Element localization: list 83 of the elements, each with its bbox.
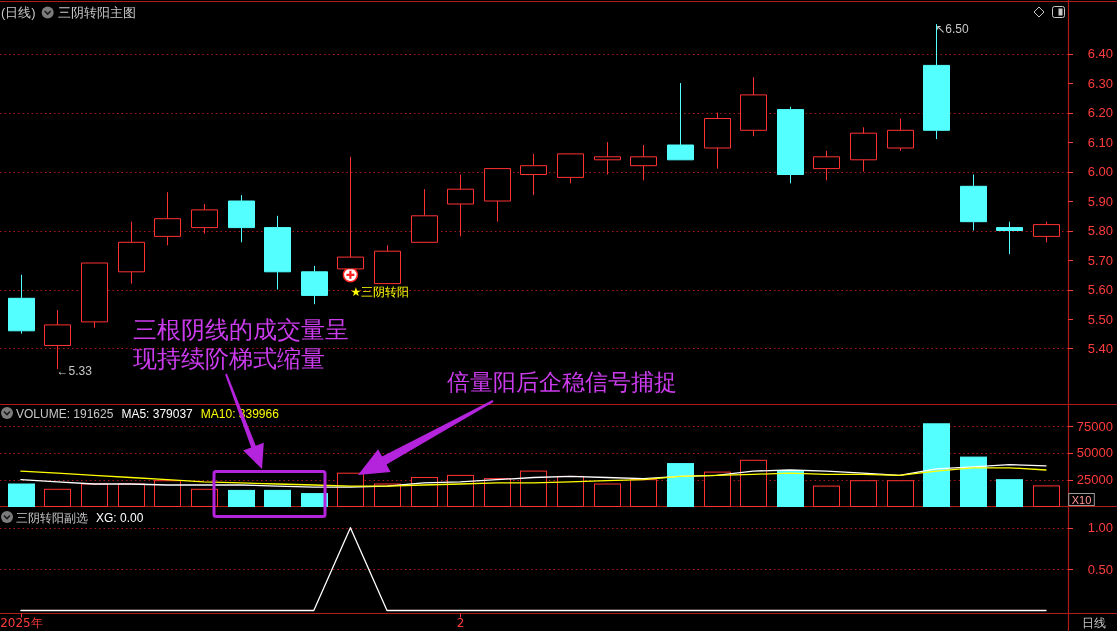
candlestick [228,194,255,243]
y-tick-label: 1.00 [1087,520,1113,536]
bar [411,477,438,507]
bar [44,488,71,507]
bar [264,489,291,507]
annotation: ←5.33 [56,363,93,378]
bar [740,459,767,507]
candlestick [447,174,474,237]
bar [447,474,474,507]
text: XG: 0.00 [96,510,144,525]
x-tick-label: 2025年 [0,615,43,630]
bar [887,480,914,507]
bar [337,472,364,507]
y-tick-label: 5.90 [1087,193,1113,209]
bar [118,483,145,507]
candlestick [264,215,291,290]
text: 日线 [1082,615,1106,630]
y-tick-label: 5.60 [1087,282,1113,297]
chart-subtitle: 三阴转阳主图 [57,5,136,20]
bar [850,480,877,507]
bar [1033,485,1060,507]
bar [557,475,584,507]
candlestick [81,262,108,329]
candlestick [154,191,181,246]
candlestick [887,118,914,152]
candlestick [996,221,1023,255]
bar [8,483,35,507]
bar [704,471,731,507]
bar [667,463,694,507]
bar [813,485,840,507]
candlestick [594,141,621,175]
candlestick [191,203,218,234]
candlestick [960,174,987,231]
candlestick [411,188,438,243]
bar [777,470,804,507]
y-tick-label: 75000 [1076,418,1113,434]
chart-title: VOLUME: 191625 [16,406,114,421]
annotation: 三根阴线的成交量呈现持续阶梯式缩量 [133,315,349,373]
y-tick-label: 6.40 [1087,46,1113,62]
y-tick-label: 0.50 [1087,561,1113,577]
chart-title: (日线) [1,5,36,20]
bar [228,489,255,507]
text: MA5: 379037 [121,406,194,421]
candlestick [850,126,877,173]
candlestick [740,76,767,137]
y-axis-title: X10 [1071,494,1092,506]
y-tick-label: 6.10 [1087,134,1113,150]
y-tick-label: 5.40 [1087,341,1113,356]
bar [630,479,657,507]
bar [960,456,987,507]
candlestick [667,82,694,161]
bar [154,480,181,507]
annotation: ↖6.50 [935,22,969,37]
candlestick [484,168,511,223]
candlestick [374,244,401,285]
y-tick-label: 5.50 [1087,311,1113,327]
y-tick-label: 5.80 [1087,223,1113,238]
chart-title: 三阴转阳副选 [16,510,88,525]
candlestick [301,265,328,305]
y-tick-label: 50000 [1076,445,1113,461]
bar [923,423,950,507]
candlestick [557,153,584,184]
candlestick [630,144,657,181]
bar [520,470,547,507]
candlestick [1033,221,1060,243]
series-label: ★三阴转阳 [350,284,410,299]
x-tick-label: 2 [456,615,465,630]
y-tick-label: 25000 [1076,472,1113,488]
y-tick-label: 6.20 [1087,105,1113,121]
candlestick [777,106,804,184]
y-tick-label: 6.00 [1087,164,1113,180]
candlestick [118,221,145,285]
candlestick [8,274,35,335]
bar [594,483,621,507]
candlestick [704,112,731,170]
candlestick [520,153,547,196]
bar [374,483,401,507]
bar [996,479,1023,507]
y-tick-label: 6.30 [1087,75,1113,91]
candlestick [813,150,840,181]
y-tick-label: 5.70 [1087,252,1113,268]
annotation: 倍量阳后企稳信号捕捉 [447,369,677,395]
bar [81,483,108,507]
